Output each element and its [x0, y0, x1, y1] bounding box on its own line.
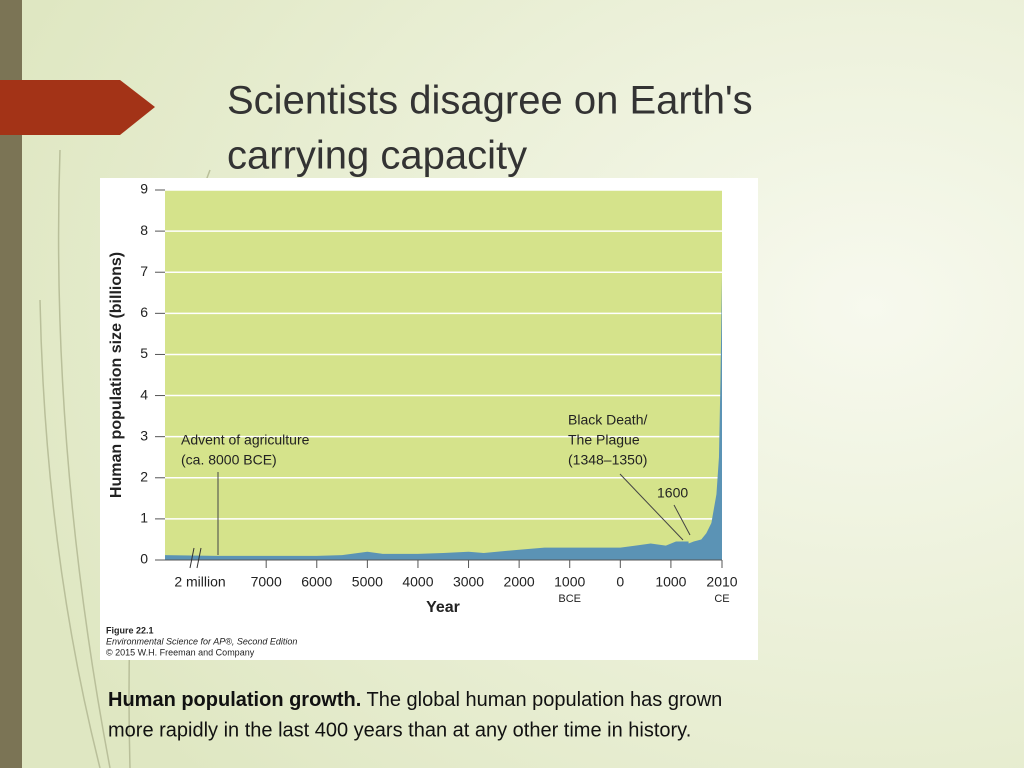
y-tick-label: 4 — [140, 386, 148, 402]
slide-title: Scientists disagree on Earth's — [227, 79, 753, 123]
caption-bold: Human population growth. — [108, 689, 361, 711]
annotation-pointer — [619, 473, 684, 541]
caption-text: The global human population has grown — [361, 689, 722, 711]
x-tick-label: 5000 — [352, 574, 383, 590]
chart: 0 1 2 3 4 5 6 7 8 9 7000 6000 5000 4000 3000 2000 1000 0 1… — [108, 181, 738, 617]
caption: Human population growth. The global huma… — [108, 689, 722, 711]
slide-title: carrying capacity — [227, 134, 527, 178]
y-tick-label: 0 — [140, 551, 148, 567]
y-tick-label: 3 — [140, 427, 148, 443]
plot-area — [165, 190, 722, 560]
x-tick-label: 4000 — [402, 574, 433, 590]
y-tick-label: 9 — [140, 181, 148, 197]
annotation-pointer — [673, 504, 691, 536]
y-tick-label: 2 — [140, 468, 148, 484]
caption-text: more rapidly in the last 400 years than … — [108, 719, 691, 741]
x-era-label: CE — [714, 593, 729, 605]
x-tick-label: 1000 — [655, 574, 686, 590]
y-tick-label: 7 — [140, 263, 148, 279]
annotation: 1600 — [657, 485, 688, 501]
x-tick-label: 3000 — [453, 574, 484, 590]
annotation: (1348–1350) — [568, 452, 647, 468]
y-axis-label: Human population size (billions) — [108, 252, 125, 498]
x-tick-label: 7000 — [251, 574, 282, 590]
x-axis-label: Year — [426, 599, 460, 616]
side-strip — [0, 0, 22, 768]
figure-number: Figure 22.1 — [106, 625, 154, 635]
y-tick-label: 8 — [140, 222, 148, 238]
x-tick-label: 0 — [616, 574, 624, 590]
x-break-label: 2 million — [174, 574, 225, 590]
y-tick-label: 5 — [140, 345, 148, 361]
annotation: (ca. 8000 BCE) — [181, 452, 277, 468]
annotation: Black Death/ — [568, 412, 647, 428]
annotation: The Plague — [568, 432, 640, 448]
x-tick-label: 6000 — [301, 574, 332, 590]
annotation: Advent of agriculture — [181, 432, 310, 448]
axis-break — [189, 547, 202, 569]
x-tick-label: 1000 — [554, 574, 585, 590]
figure-source: Environmental Science for AP®, Second Ed… — [106, 636, 297, 646]
y-tick-label: 1 — [140, 510, 148, 526]
y-tick-label: 6 — [140, 304, 148, 320]
arrow-shape — [0, 80, 155, 135]
x-era-label: BCE — [558, 593, 581, 605]
x-tick-label: 2000 — [504, 574, 535, 590]
figure-copyright: © 2015 W.H. Freeman and Company — [106, 647, 255, 657]
x-tick-label: 2010 — [706, 574, 737, 590]
